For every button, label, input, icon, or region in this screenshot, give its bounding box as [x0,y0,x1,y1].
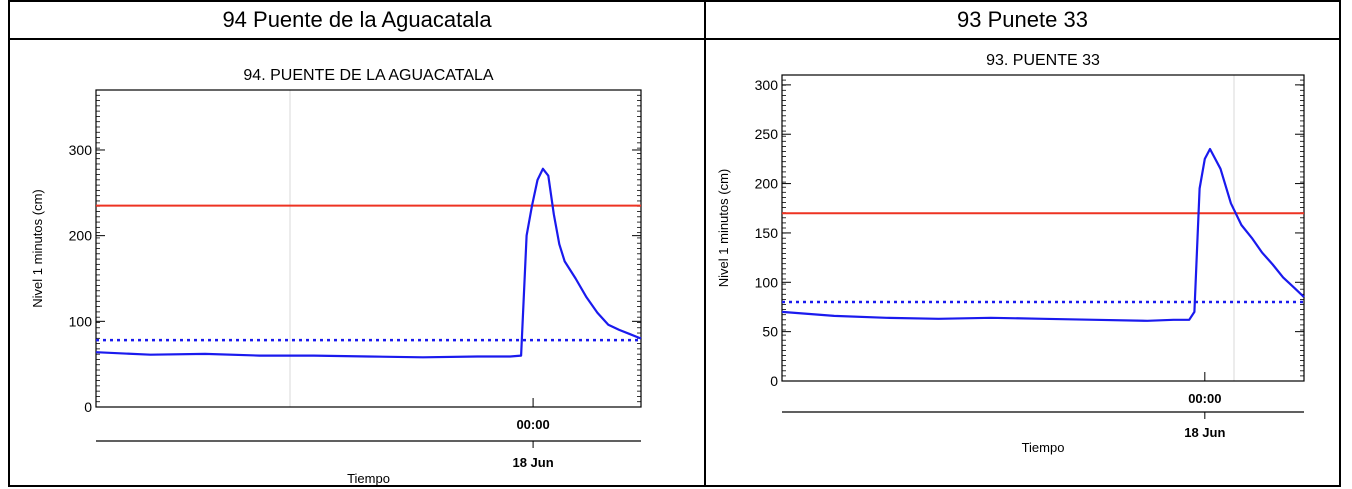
series-line [781,147,1305,322]
series-line [95,167,642,359]
y-tick-label: 100 [755,274,779,290]
date-tick-label: 18 Jun [1184,425,1225,440]
y-tick-label: 200 [69,228,93,244]
y-tick-label: 300 [69,142,93,158]
column-divider [704,2,706,485]
chart-title: 94. PUENTE DE LA AGUACATALA [243,67,493,84]
y-tick-label: 250 [755,126,779,142]
plot-frame [781,74,1305,382]
header-right: 93 Punete 33 [957,7,1088,32]
y-tick-label: 0 [770,373,778,389]
plot-frame [95,89,642,408]
table-frame: 94 Puente de la Aguacatala 93 Punete 33 [8,0,1341,487]
chart-title: 93. PUENTE 33 [986,52,1100,69]
x-tick-label: 00:00 [516,417,549,432]
y-tick-label: 100 [69,313,93,329]
x-tick-label: 00:00 [1188,391,1221,406]
chart-puente-33: 93. PUENTE 33 0 50 100 150 200 250 300 Nivel 1 m… [716,52,1305,455]
y-tick-label: 200 [755,176,779,192]
x-axis-label: Tiempo [1022,440,1065,455]
y-axis-label: Nivel 1 minutos (cm) [30,189,45,307]
y-tick-label: 0 [84,399,92,415]
y-tick-label: 150 [755,225,779,241]
header-left: 94 Puente de la Aguacatala [222,7,492,32]
chart-aguacatala: 94. PUENTE DE LA AGUACATALA 0 100 200 300 Niv… [30,67,642,485]
x-axis-label: Tiempo [347,471,390,485]
y-axis-label: Nivel 1 minutos (cm) [716,169,731,287]
date-tick-label: 18 Jun [512,455,553,470]
header-divider [10,38,1339,40]
y-tick-label: 300 [755,77,779,93]
y-tick-label: 50 [762,324,778,340]
